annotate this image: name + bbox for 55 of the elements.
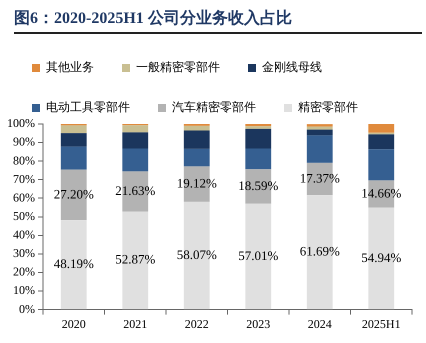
y-tick-label: 20% — [12, 264, 35, 279]
legend-label: 电动工具零部件 — [46, 100, 130, 114]
bar — [60, 146, 87, 170]
x-tick-label: 2021 — [123, 316, 148, 331]
bar — [184, 126, 210, 131]
y-tick-label: 90% — [12, 134, 35, 149]
bar — [60, 125, 87, 134]
bar — [122, 125, 148, 132]
data-label: 14.66% — [361, 185, 402, 200]
data-label: 19.12% — [176, 176, 217, 190]
data-label: 61.69% — [300, 244, 340, 259]
legend-label: 其他业务 — [46, 60, 94, 74]
bar — [306, 135, 333, 163]
y-tick-label: 70% — [12, 172, 35, 186]
x-tick-label: 2022 — [184, 316, 209, 331]
bar — [306, 124, 333, 127]
x-tick-label: 2020 — [62, 316, 86, 331]
y-tick-label: 60% — [12, 190, 35, 204]
data-label: 48.19% — [54, 256, 94, 272]
y-tick-label: 30% — [12, 246, 35, 260]
data-label: 18.59% — [238, 178, 278, 193]
x-tick-label: 2023 — [246, 316, 270, 331]
bar — [122, 148, 148, 172]
bar — [245, 128, 272, 148]
legend-label: 金刚线母线 — [262, 60, 322, 74]
bar — [368, 124, 394, 133]
bar — [245, 126, 272, 129]
y-tick-label: 100% — [6, 116, 35, 130]
bar — [245, 148, 272, 170]
y-tick-label: 50% — [12, 208, 35, 223]
data-label: 27.20% — [54, 186, 94, 202]
y-tick-label: 10% — [12, 283, 35, 298]
bar — [306, 126, 333, 130]
data-label: 52.87% — [115, 252, 156, 267]
x-tick-label: 2025H1 — [362, 316, 401, 331]
x-tick-label: 2024 — [308, 316, 332, 331]
bar — [306, 130, 333, 136]
chart-title: 图6：2020-2025H1 公司分业务收入占比 — [13, 8, 293, 29]
legend-label: 一般精密零部件 — [136, 60, 220, 74]
data-label: 17.37% — [300, 170, 340, 186]
bar — [368, 134, 394, 150]
data-label: 54.94% — [361, 250, 402, 265]
bar — [60, 133, 87, 147]
bar — [368, 149, 394, 180]
legend-label: 精密零部件 — [298, 100, 358, 114]
data-label: 21.63% — [115, 182, 156, 198]
y-tick-label: 80% — [12, 153, 35, 168]
data-label: 58.07% — [176, 246, 217, 262]
bar — [122, 132, 148, 148]
data-label: 57.01% — [238, 248, 278, 263]
y-tick-label: 40% — [12, 228, 35, 242]
legend-label: 汽车精密零部件 — [172, 100, 256, 114]
bar — [184, 130, 210, 149]
y-tick-label: 0% — [18, 302, 35, 316]
bar — [184, 148, 210, 166]
